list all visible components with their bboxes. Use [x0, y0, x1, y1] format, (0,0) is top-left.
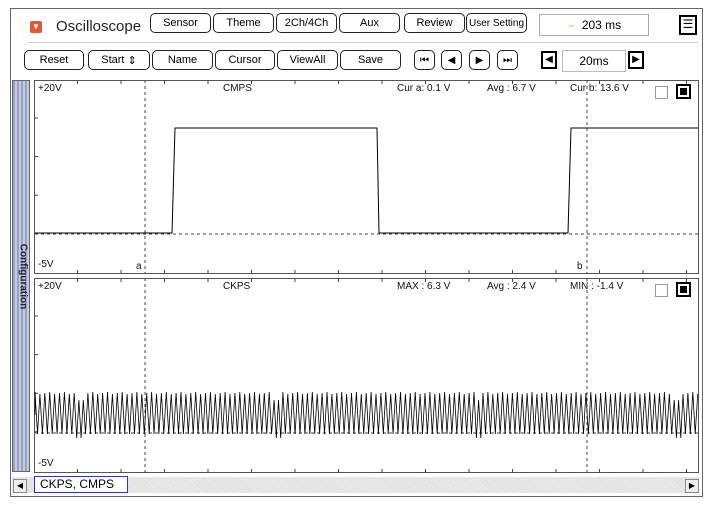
window-frame	[10, 8, 703, 497]
channel-checkbox[interactable]	[655, 284, 668, 297]
theme-button[interactable]: Theme	[213, 13, 274, 33]
layout-toggle-icon[interactable]: ☰	[679, 15, 697, 35]
scroll-right-icon[interactable]: ▶	[685, 479, 699, 493]
scroll-left-icon[interactable]: ◀	[13, 479, 27, 493]
horizontal-scrollbar[interactable]: ◀ ▶	[12, 477, 699, 493]
min-value: MIN : -1.4 V	[570, 281, 624, 292]
name-button[interactable]: Name	[152, 50, 213, 70]
configuration-tab[interactable]: Configuration	[12, 80, 30, 472]
cursor-button[interactable]: Cursor	[215, 50, 275, 70]
dropdown-icon[interactable]: ▼	[30, 21, 42, 33]
start-select[interactable]: Start ⇕	[88, 50, 150, 70]
y-max-label: +20V	[38, 281, 62, 292]
y-min-label: -5V	[38, 458, 54, 469]
channel-select-icon[interactable]	[676, 282, 691, 297]
user-setting-button[interactable]: User Setting	[466, 13, 527, 33]
first-frame-icon[interactable]: ⏮	[414, 50, 435, 70]
y-max-label: +20V	[38, 83, 62, 94]
cursor-a-value: Cur a: 0.1 V	[397, 83, 451, 94]
channel-checkbox[interactable]	[655, 86, 668, 99]
selected-channels-field[interactable]: CKPS, CMPS	[34, 476, 128, 493]
save-button[interactable]: Save	[340, 50, 401, 70]
avg-value: Avg : 2.4 V	[487, 281, 536, 292]
ckps-trace	[34, 391, 699, 439]
cursor-b-value: Cur b: 13.6 V	[570, 83, 629, 94]
viewall-button[interactable]: ViewAll	[277, 50, 338, 70]
ruler-icon: ⇔	[566, 20, 576, 30]
prev-frame-icon[interactable]: ◀	[441, 50, 462, 70]
last-frame-icon[interactable]: ⏭	[497, 50, 518, 70]
max-value: MAX : 6.3 V	[397, 281, 451, 292]
reset-button[interactable]: Reset	[24, 50, 84, 70]
cmps-trace	[35, 127, 698, 234]
timebase-increase-icon[interactable]: ▶	[628, 51, 644, 69]
channel-name: CMPS	[223, 83, 252, 94]
updown-icon: ⇕	[127, 54, 137, 67]
review-button[interactable]: Review	[404, 13, 465, 33]
timebase-value: 20ms	[562, 50, 626, 72]
aux-button[interactable]: Aux	[339, 13, 400, 33]
app-title: Oscilloscope	[56, 18, 142, 35]
cursor-b-label: b	[577, 261, 583, 272]
sensor-button[interactable]: Sensor	[150, 13, 211, 33]
timebase-decrease-icon[interactable]: ◀	[541, 51, 557, 69]
next-frame-icon[interactable]: ▶	[469, 50, 490, 70]
divider	[28, 42, 698, 43]
y-min-label: -5V	[38, 259, 54, 270]
avg-value: Avg : 6.7 V	[487, 83, 536, 94]
time-readout: ⇔ 203 ms	[539, 14, 649, 36]
cursor-a-label: a	[136, 261, 142, 272]
channel-select-icon[interactable]	[676, 84, 691, 99]
channel-name: CKPS	[223, 281, 251, 292]
channel-mode-button[interactable]: 2Ch/4Ch	[276, 13, 337, 33]
